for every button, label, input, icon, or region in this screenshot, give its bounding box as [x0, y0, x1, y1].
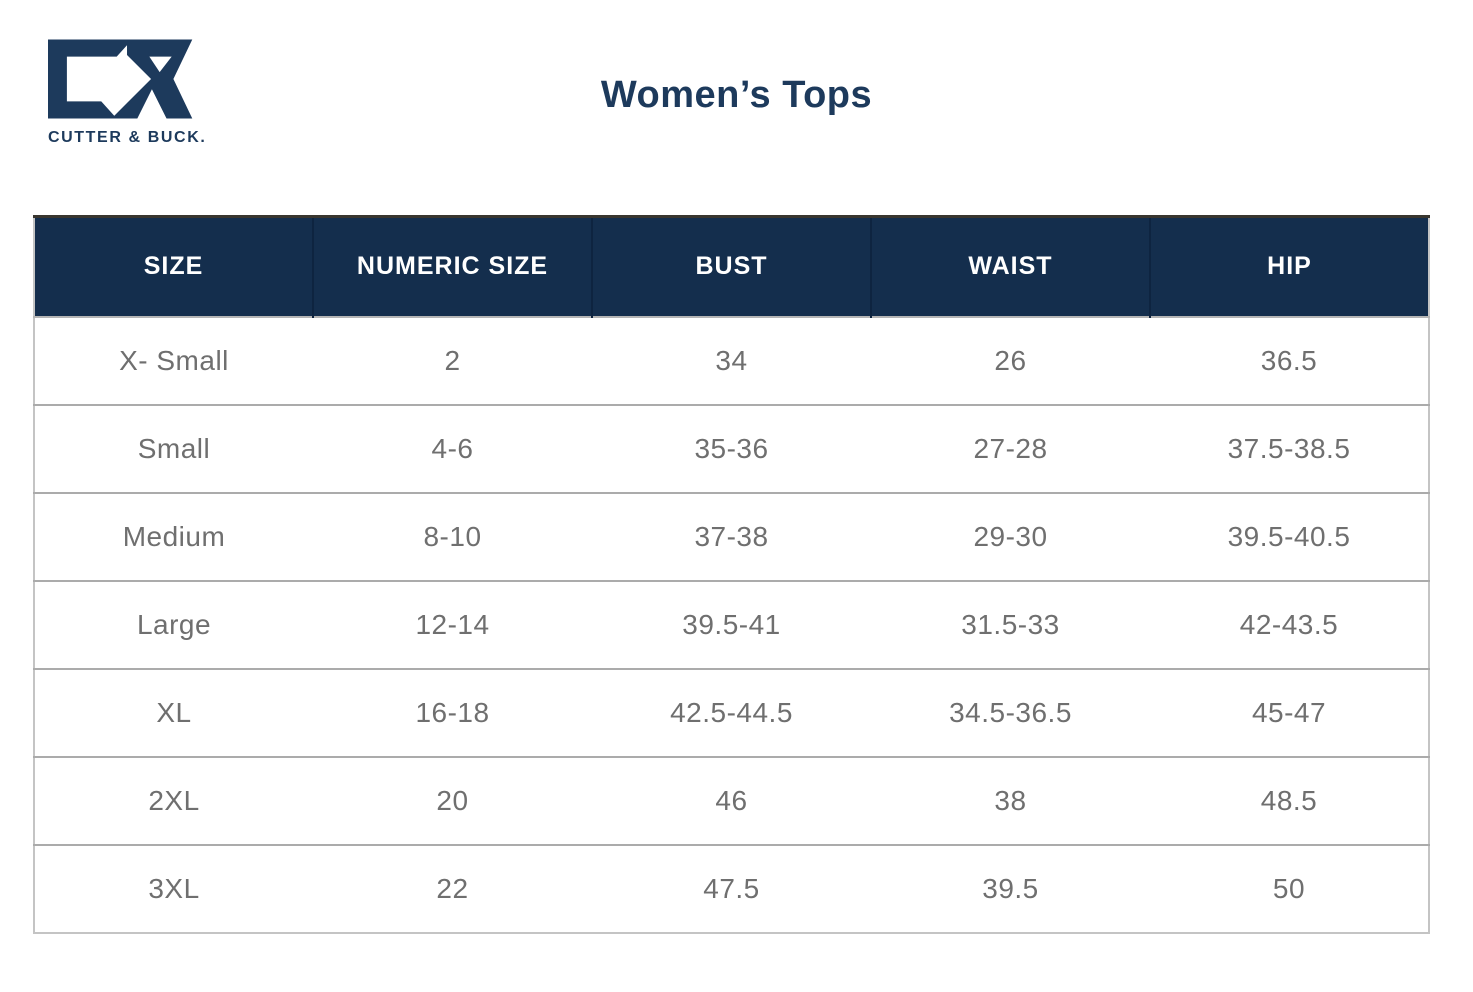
table-cell: 42.5-44.5 — [592, 667, 871, 757]
table-cell: 34.5-36.5 — [871, 667, 1150, 757]
table-cell: 48.5 — [1150, 755, 1429, 845]
brand-logo: CUTTER & BUCK. — [48, 36, 218, 147]
table-row-3xl: 3XL 22 47.5 39.5 50 — [34, 843, 1429, 933]
table-row-xsmall: X- Small 2 34 26 36.5 — [34, 315, 1429, 405]
table-cell: 38 — [871, 755, 1150, 845]
table-cell: 45-47 — [1150, 667, 1429, 757]
table-cell: 31.5-33 — [871, 579, 1150, 669]
table-cell: 47.5 — [592, 843, 871, 933]
table-cell: 39.5 — [871, 843, 1150, 933]
table-cell: 27-28 — [871, 403, 1150, 493]
table-cell: 16-18 — [313, 667, 592, 757]
table-cell: 37.5-38.5 — [1150, 403, 1429, 493]
table-cell: Medium — [34, 491, 313, 581]
table-row-2xl: 2XL 20 46 38 48.5 — [34, 755, 1429, 845]
cutter-buck-monogram-icon — [48, 39, 193, 119]
table-row-small: Small 4-6 35-36 27-28 37.5-38.5 — [34, 403, 1429, 493]
table-cell: 3XL — [34, 843, 313, 933]
brand-name: CUTTER & BUCK. — [48, 129, 207, 146]
table-cell: X- Small — [34, 315, 313, 405]
table-cell: 35-36 — [592, 403, 871, 493]
table-cell: 2XL — [34, 755, 313, 845]
header-row: SIZE NUMERIC SIZE BUST WAIST HIP — [34, 215, 1429, 317]
column-header-size: SIZE — [34, 215, 313, 317]
column-header-hip: HIP — [1149, 215, 1429, 317]
table-cell: 46 — [592, 755, 871, 845]
page-title: Women’s Tops — [600, 74, 873, 116]
column-header-waist: WAIST — [870, 215, 1150, 317]
table-cell: 29-30 — [871, 491, 1150, 581]
table-header: SIZE NUMERIC SIZE BUST WAIST HIP — [34, 215, 1429, 317]
table-cell: 36.5 — [1150, 315, 1429, 405]
table-row-large: Large 12-14 39.5-41 31.5-33 42-43.5 — [34, 579, 1429, 669]
table-body: X- Small 2 34 26 36.5 Small 4-6 35-36 27… — [34, 315, 1429, 933]
table-cell: 8-10 — [313, 491, 592, 581]
table-cell: 2 — [313, 315, 592, 405]
column-header-bust: BUST — [591, 215, 871, 317]
table-cell: 4-6 — [313, 403, 592, 493]
table-cell: 42-43.5 — [1150, 579, 1429, 669]
table-cell: 12-14 — [313, 579, 592, 669]
table-cell: 26 — [871, 315, 1150, 405]
table-cell: 39.5-40.5 — [1150, 491, 1429, 581]
table-cell: Large — [34, 579, 313, 669]
column-header-numeric-size: NUMERIC SIZE — [312, 215, 592, 317]
table-cell: Small — [34, 403, 313, 493]
table-cell: 50 — [1150, 843, 1429, 933]
table-cell: 22 — [313, 843, 592, 933]
table-row-xl: XL 16-18 42.5-44.5 34.5-36.5 45-47 — [34, 667, 1429, 757]
table-cell: 37-38 — [592, 491, 871, 581]
table-cell: 39.5-41 — [592, 579, 871, 669]
size-chart-table: SIZE NUMERIC SIZE BUST WAIST HIP X- Smal… — [33, 215, 1430, 934]
table-cell: 34 — [592, 315, 871, 405]
table-cell: XL — [34, 667, 313, 757]
table-cell: 20 — [313, 755, 592, 845]
table-row-medium: Medium 8-10 37-38 29-30 39.5-40.5 — [34, 491, 1429, 581]
